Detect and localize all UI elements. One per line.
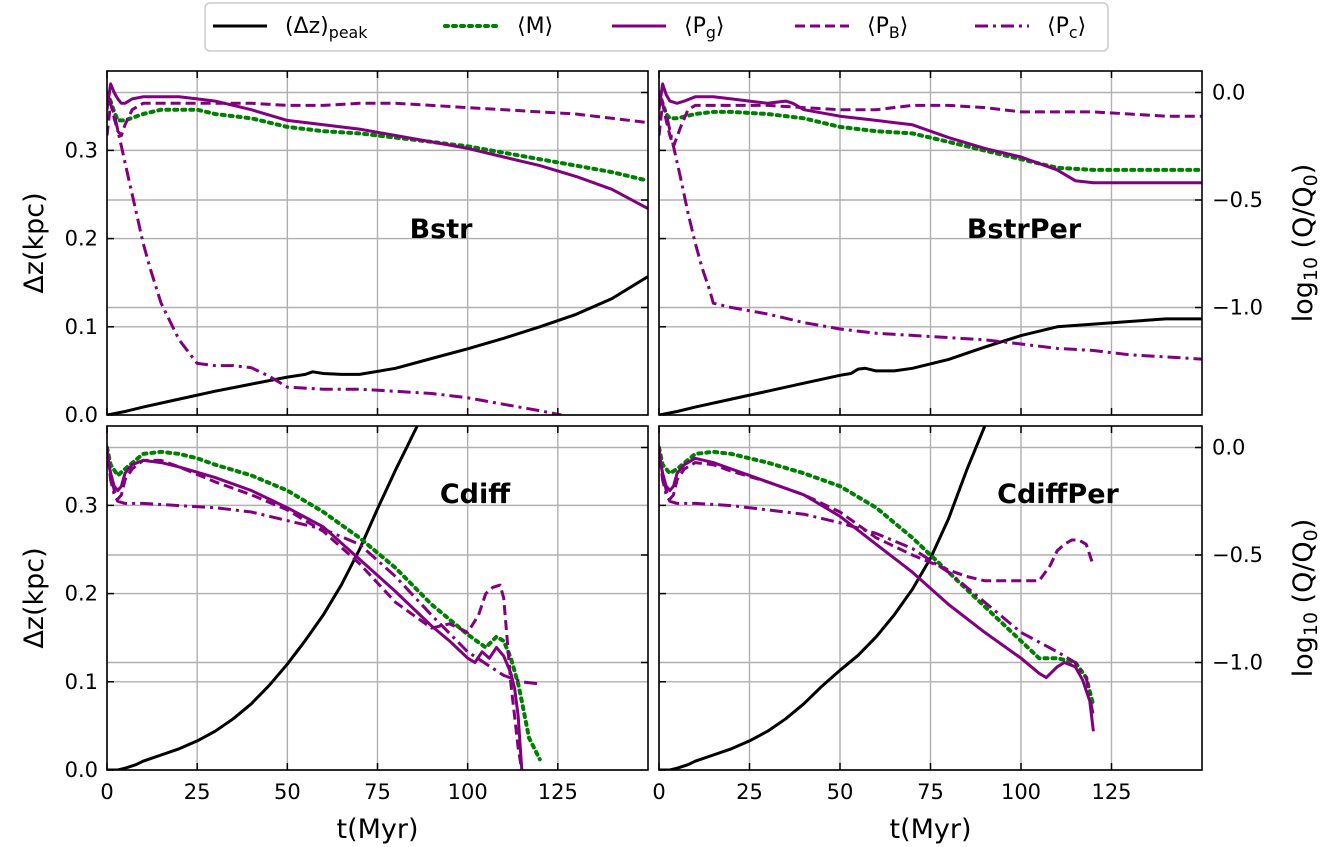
legend-label-Pg: ⟨Pg⟩: [684, 14, 725, 42]
panel-bstr: 0.0 0.1 0.2 0.3 Bstr Δz(kpc): [19, 70, 649, 427]
panel-cdiffper: 0 25 50 75 100 125 0.0 −0.5 −1.0 CdiffPer log10 (Q…: [652, 425, 1322, 845]
panel-title: BstrPer: [967, 214, 1082, 245]
y-tick-label-left: 0.3: [65, 138, 98, 162]
x-tick-label: 25: [184, 780, 211, 804]
series-line-M: [659, 445, 1096, 708]
y-tick-label-left: 0.1: [65, 670, 98, 694]
series-line-Pc: [107, 92, 562, 415]
y-axis-label-left: Δz(kpc): [19, 547, 50, 648]
panel-bstrper: 0.0 −0.5 −1.0 BstrPer log10 (Q/Q0): [658, 70, 1322, 416]
y-tick-label-right: 0.0: [1212, 436, 1245, 460]
y-axis-label-right: log10 (Q/Q0): [1288, 164, 1322, 323]
series-line-dz: [107, 426, 419, 770]
series-line-dz: [659, 426, 987, 770]
legend: (Δz)peak ⟨M⟩ ⟨Pg⟩ ⟨PB⟩ ⟨Pc⟩: [204, 2, 1109, 52]
series-line-Pg: [107, 453, 524, 770]
x-axis-label: t(Myr): [336, 814, 418, 845]
series-line-M: [107, 90, 648, 183]
x-tick-label: 125: [538, 780, 578, 804]
series-line-Pc: [659, 92, 1202, 361]
y-axis-label-left: Δz(kpc): [19, 192, 50, 293]
x-tick-label: 50: [827, 780, 854, 804]
series-line-PB: [659, 453, 1095, 583]
y-tick-label-left: 0.1: [65, 315, 98, 339]
x-tick-label: 75: [917, 780, 944, 804]
series-line-M: [107, 445, 542, 762]
y-tick-label-right: −0.5: [1212, 188, 1263, 212]
y-tick-label-left: 0.0: [65, 403, 98, 427]
x-tick-label: 75: [364, 780, 391, 804]
x-tick-label: 100: [448, 780, 488, 804]
series-line-dz: [107, 275, 648, 415]
y-tick-label-right: 0.0: [1212, 81, 1245, 105]
series-line-Pc: [107, 447, 540, 686]
x-tick-label: 0: [652, 780, 665, 804]
panel-cdiff: 0 25 50 75 100 125 0.0 0.1 0.2 0.3 Cdiff Δz(kpc) t(M…: [19, 425, 649, 845]
y-tick-label-right: −1.0: [1212, 296, 1263, 320]
series-line-Pg: [107, 82, 648, 210]
y-tick-label-left: 0.2: [65, 227, 98, 251]
legend-label-PB: ⟨PB⟩: [867, 14, 908, 42]
y-tick-label-left: 0.0: [65, 758, 98, 782]
x-axis-label: t(Myr): [889, 814, 971, 845]
series-line-dz: [659, 317, 1202, 415]
legend-label-Pc: ⟨Pc⟩: [1047, 14, 1086, 42]
y-tick-label-left: 0.2: [65, 582, 98, 606]
x-tick-label: 100: [1001, 780, 1041, 804]
panel-title: Cdiff: [440, 479, 511, 510]
series-line-PB: [107, 101, 648, 137]
series-line-Pg: [659, 453, 1095, 732]
y-axis-label-right: log10 (Q/Q0): [1288, 519, 1322, 678]
series-line-PB: [107, 453, 524, 770]
x-tick-label: 125: [1091, 780, 1131, 804]
x-tick-label: 50: [274, 780, 301, 804]
series-line-M: [659, 90, 1202, 172]
legend-label-M: ⟨M⟩: [517, 14, 553, 39]
series-line-PB: [659, 101, 1202, 148]
panel-title: CdiffPer: [997, 479, 1119, 510]
series-line-Pc: [659, 447, 1095, 717]
y-tick-label-right: −0.5: [1212, 543, 1263, 567]
y-tick-label-left: 0.3: [65, 493, 98, 517]
y-tick-label-right: −1.0: [1212, 651, 1263, 675]
x-tick-label: 0: [100, 780, 113, 804]
panel-title: Bstr: [410, 214, 474, 245]
x-tick-label: 25: [736, 780, 763, 804]
